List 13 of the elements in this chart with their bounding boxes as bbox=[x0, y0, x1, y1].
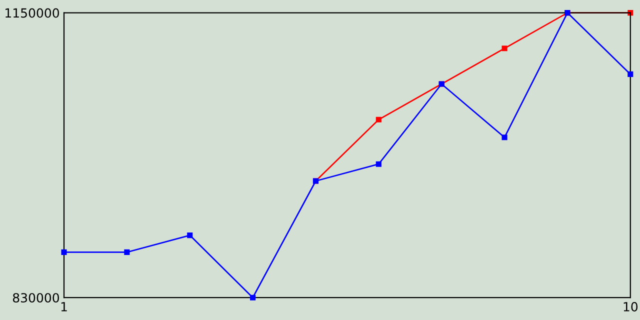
point bbox=[376, 161, 382, 167]
point bbox=[250, 294, 256, 300]
x-tick-label: 1 bbox=[61, 302, 67, 312]
point bbox=[61, 249, 67, 255]
point bbox=[628, 71, 634, 77]
point bbox=[187, 232, 193, 238]
y-tick-label: 1150000 bbox=[6, 8, 59, 18]
point bbox=[124, 249, 130, 255]
point bbox=[376, 116, 382, 122]
y-tick-label: 830000 bbox=[12, 293, 59, 303]
point bbox=[502, 134, 508, 140]
point bbox=[502, 46, 508, 52]
x-tick-label: 10 bbox=[624, 302, 638, 312]
